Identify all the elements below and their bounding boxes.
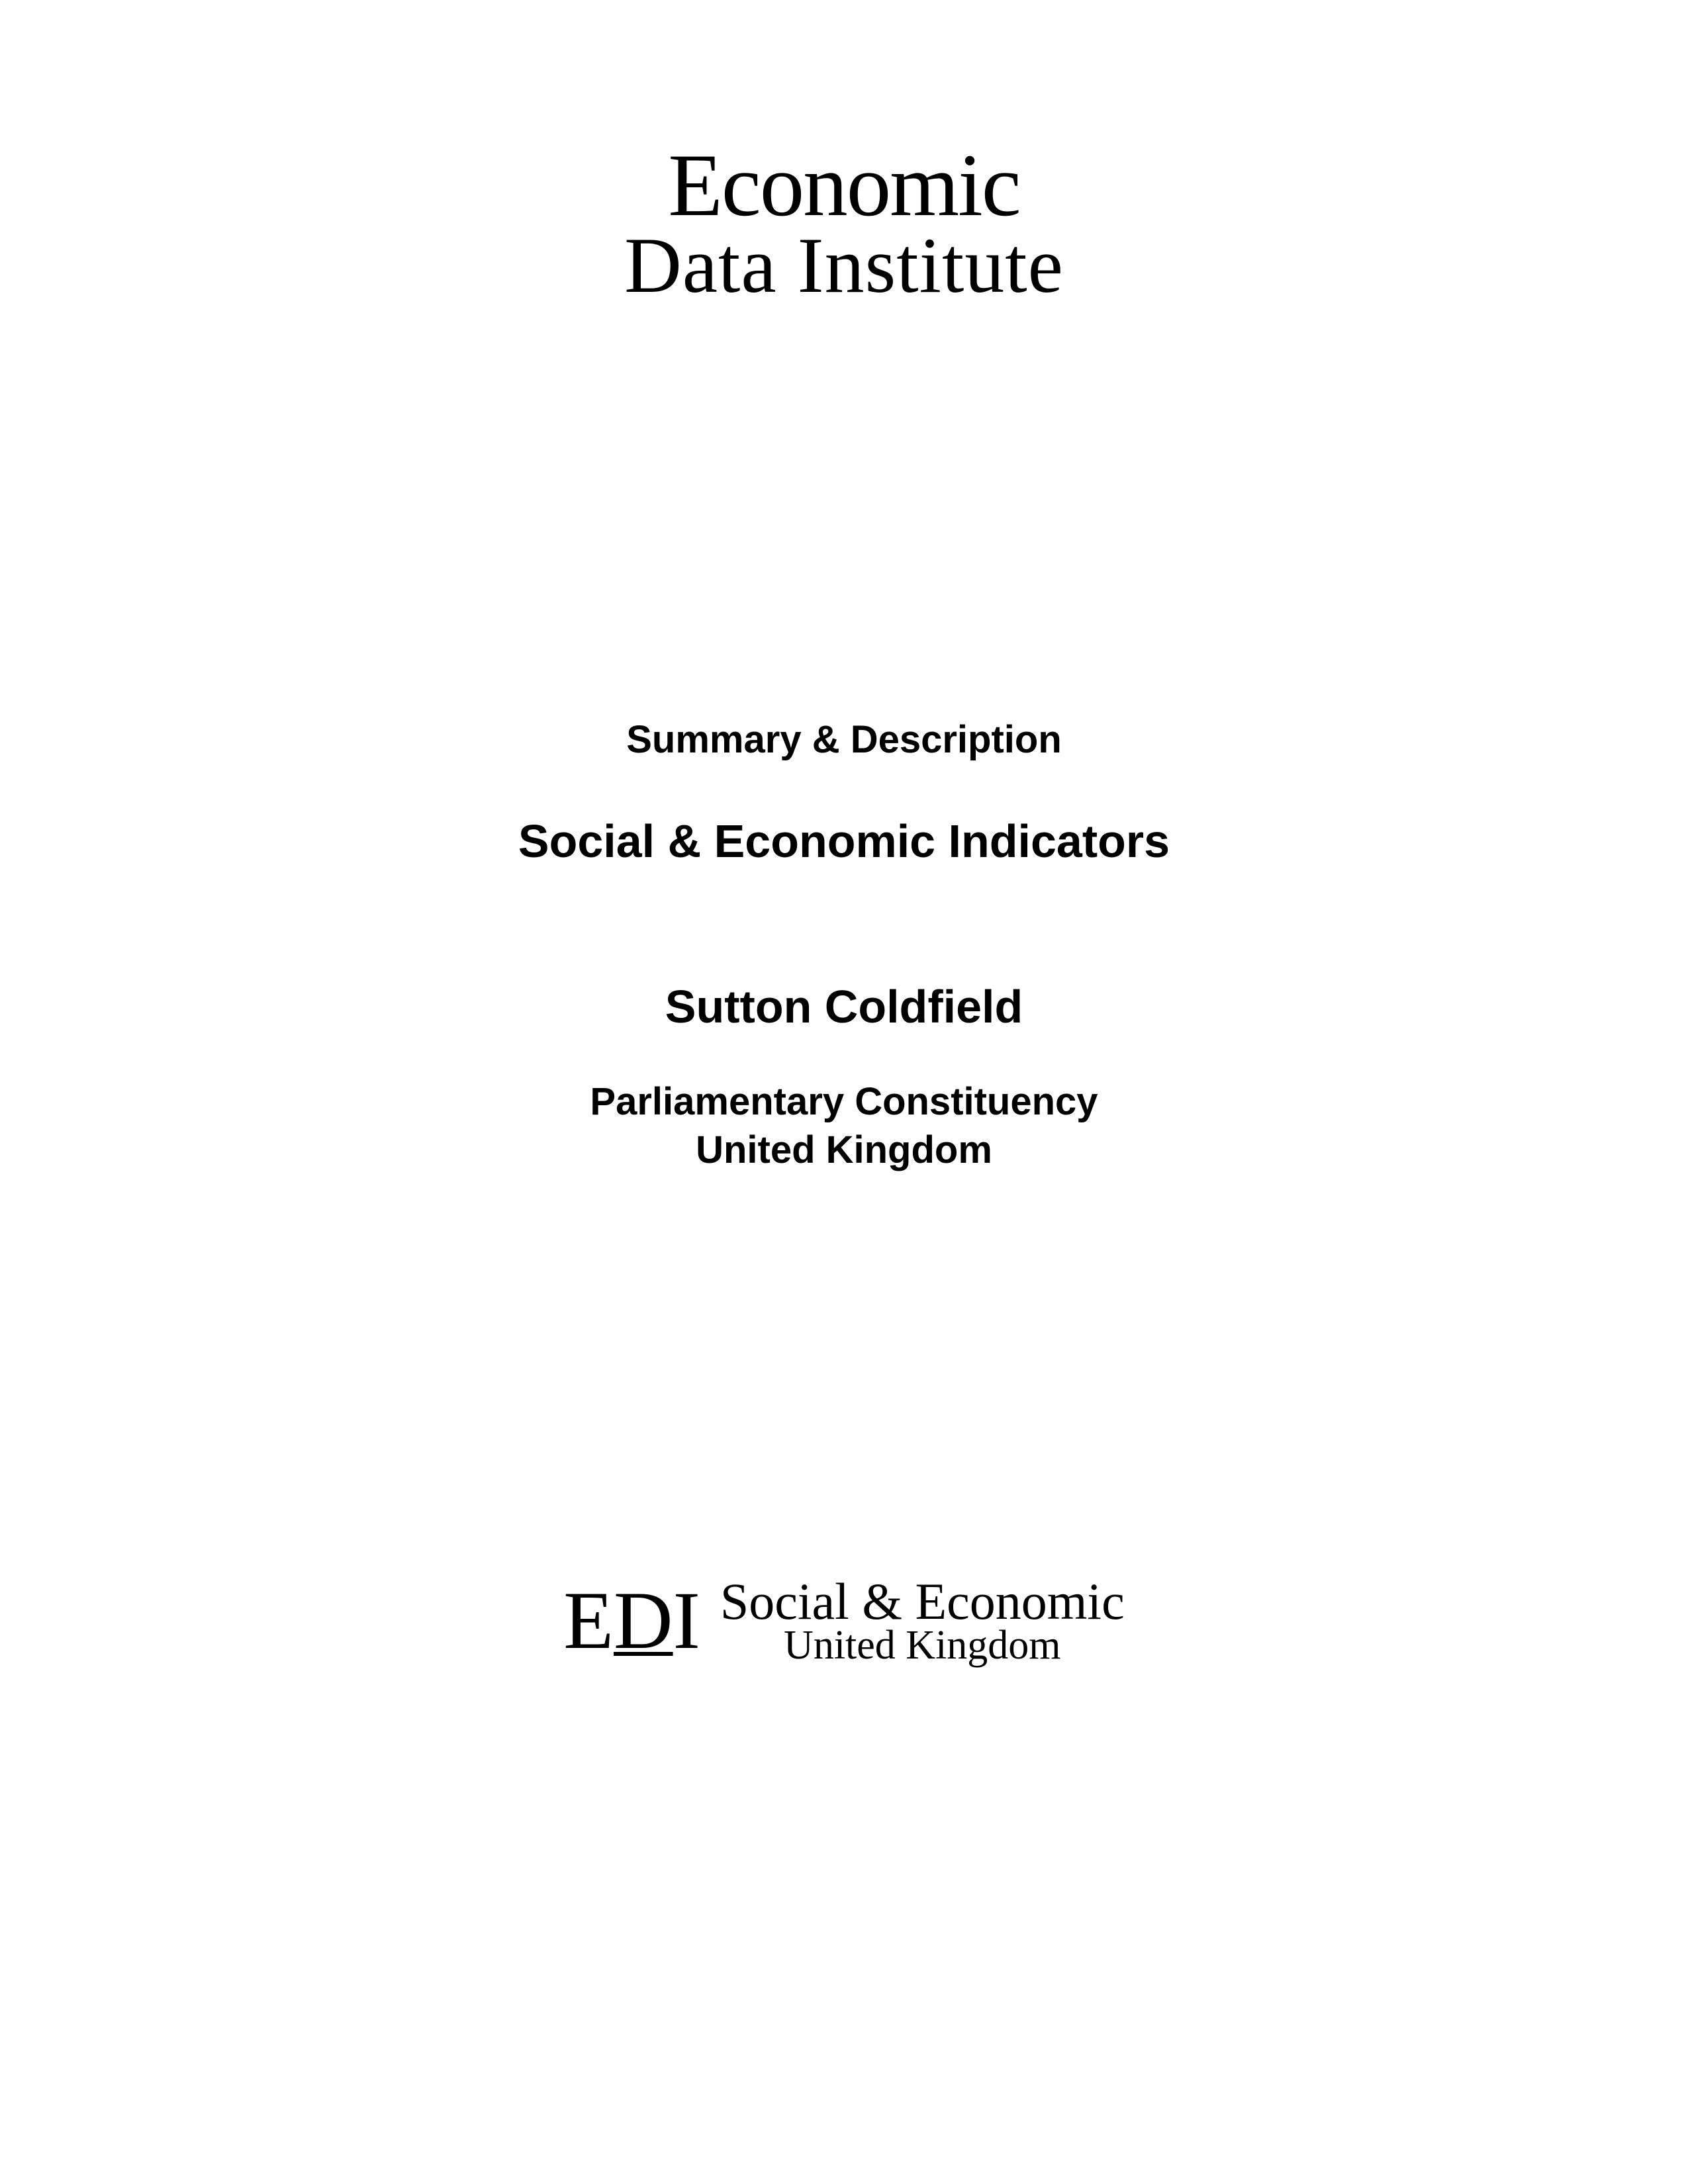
summary-description-label: Summary & Description — [0, 717, 1688, 762]
bottom-logo-text: Social & Economic United Kingdom — [720, 1576, 1125, 1666]
edi-letter-d: D — [614, 1580, 673, 1662]
subtitle-constituency: Parliamentary Constituency — [0, 1079, 1688, 1124]
edi-mark: EDI — [563, 1580, 700, 1662]
subtitle-country: United Kingdom — [0, 1128, 1688, 1172]
edi-letter-i: I — [673, 1580, 700, 1662]
main-title: Social & Economic Indicators — [0, 815, 1688, 868]
location-name: Sutton Coldfield — [0, 980, 1688, 1033]
top-logo: Economic Data Institute — [0, 139, 1688, 307]
title-block: Summary & Description Social & Economic … — [0, 717, 1688, 1172]
bottom-logo-line1: Social & Economic — [720, 1576, 1125, 1627]
edi-letter-e: E — [563, 1580, 614, 1662]
top-logo-line2: Data Institute — [0, 224, 1688, 307]
top-logo-line1: Economic — [0, 139, 1688, 233]
document-page: Economic Data Institute Summary & Descri… — [0, 0, 1688, 2184]
bottom-logo: EDI Social & Economic United Kingdom — [0, 1576, 1688, 1666]
bottom-logo-line2: United Kingdom — [720, 1625, 1125, 1666]
